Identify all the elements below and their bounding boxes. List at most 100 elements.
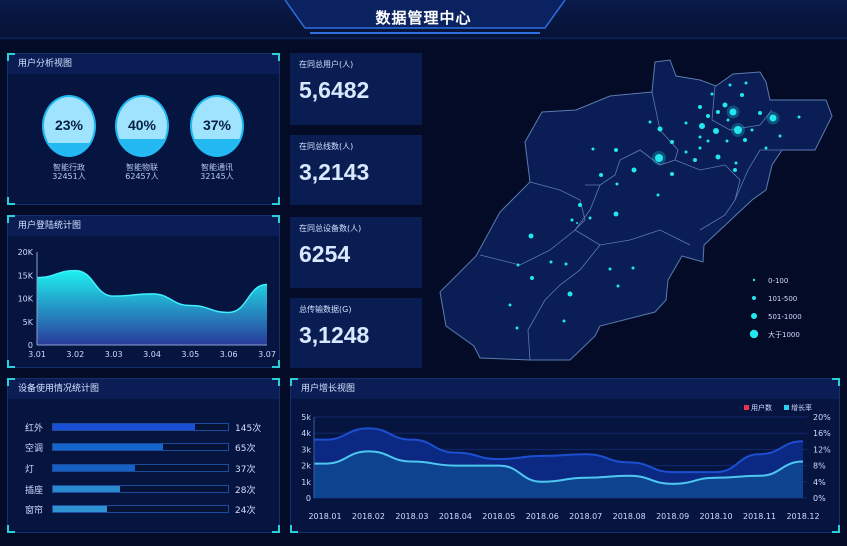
bar-track xyxy=(52,423,229,431)
region-border xyxy=(674,159,741,231)
map-marker xyxy=(530,276,534,280)
region-border xyxy=(527,244,601,361)
map-marker xyxy=(750,128,754,132)
percent-gauge: 23% xyxy=(42,95,96,157)
legend-label: 501-1000 xyxy=(768,313,802,321)
bar-fill xyxy=(53,506,108,512)
stat-card-users: 在同总用户(人) 5,6482 xyxy=(290,53,422,125)
gauge-percent: 23% xyxy=(54,117,84,133)
y-tick-label: 5K xyxy=(23,318,34,327)
map-marker xyxy=(684,121,688,125)
login-chart: 0 5K 10K 15K 20K 3.01 3.02 3.03 3.04 3.05 3.06 3.07 xyxy=(18,248,276,359)
bar-label: 插座 xyxy=(25,486,44,496)
map-marker xyxy=(797,115,801,119)
map-marker xyxy=(734,161,738,165)
map-marker xyxy=(516,263,520,267)
map-marker xyxy=(591,147,595,151)
x-tick-label: 3.02 xyxy=(66,350,84,359)
stat-label: 在同总设备数(人) xyxy=(299,224,362,233)
region-map[interactable]: 0-100 101-500 501-1000 大于1000 xyxy=(0,0,847,375)
region-border xyxy=(734,149,782,201)
map-marker xyxy=(631,167,637,173)
bar-track xyxy=(52,485,229,493)
panel-title: 设备使用情况统计图 xyxy=(8,379,279,399)
map-marker xyxy=(716,110,720,114)
bar-fill xyxy=(53,424,195,430)
x-tick-label: 3.04 xyxy=(143,350,161,359)
x-tick-label: 3.03 xyxy=(105,350,123,359)
percent-gauge: 37% xyxy=(190,95,244,157)
stat-label: 总传输数据(G) xyxy=(299,305,352,314)
map-marker xyxy=(726,118,730,122)
map-marker xyxy=(562,319,566,323)
bar-value: 145次 xyxy=(235,424,262,434)
bar-track xyxy=(52,505,229,513)
bar-value: 37次 xyxy=(235,465,256,475)
map-marker xyxy=(713,128,719,134)
map-marker xyxy=(758,111,762,115)
map-marker xyxy=(725,139,729,143)
user-growth-panel: 用户增长视图 xyxy=(290,378,840,533)
map-marker xyxy=(706,139,710,143)
region-border xyxy=(711,85,773,131)
region-border xyxy=(574,229,691,246)
gauge-caption: 智能物联 62457人 xyxy=(102,163,182,181)
map-marker xyxy=(706,114,710,118)
login-area xyxy=(37,270,267,345)
bar-label: 窗帘 xyxy=(25,506,44,516)
map-marker xyxy=(698,105,702,109)
legend-label: 0-100 xyxy=(768,277,788,285)
y-tick-label: 20K xyxy=(18,248,34,257)
header: 数据管理中心 xyxy=(0,0,847,40)
map-marker xyxy=(744,81,748,85)
gauge-percent: 40% xyxy=(127,117,157,133)
map-marker xyxy=(549,260,553,264)
stat-label: 在同总用户(人) xyxy=(299,60,354,69)
map-marker xyxy=(615,182,619,186)
map-marker xyxy=(722,102,728,108)
stat-label: 在同总线数(人) xyxy=(299,142,354,151)
gauge-caption: 智能行政 32451人 xyxy=(29,163,109,181)
map-marker xyxy=(729,108,737,116)
bar-value: 24次 xyxy=(235,506,256,516)
region-border xyxy=(585,91,679,186)
login-line xyxy=(36,269,268,314)
y-tick-label: 0 xyxy=(28,341,33,350)
stat-card-lines: 在同总线数(人) 3,2143 xyxy=(290,135,422,205)
map-marker xyxy=(656,193,660,197)
legend-marker xyxy=(749,329,759,339)
bar-fill xyxy=(53,486,120,492)
map-marker xyxy=(699,123,705,129)
gauge-name: 智能物联 xyxy=(126,163,158,172)
panel-title: 用户登陆统计图 xyxy=(8,216,279,236)
map-marker xyxy=(564,262,568,266)
stat-value: 5,6482 xyxy=(299,77,370,103)
legend-marker xyxy=(752,296,756,300)
map-marker xyxy=(743,138,747,142)
map-marker xyxy=(733,168,737,172)
map-marker xyxy=(734,126,742,134)
map-marker xyxy=(648,120,652,124)
map-marker xyxy=(599,173,603,177)
map-marker xyxy=(764,146,768,150)
bar-track xyxy=(52,464,229,472)
bar-track xyxy=(52,443,229,451)
gauge-caption: 智能通讯 32145人 xyxy=(177,163,257,181)
stat-value: 3,1248 xyxy=(299,322,370,348)
stat-card-devices: 在同总设备数(人) 6254 xyxy=(290,217,422,288)
panel-title: 用户分析视图 xyxy=(8,54,279,74)
legend-label: 101-500 xyxy=(768,295,797,303)
map-marker xyxy=(670,172,674,176)
gauge-percent: 37% xyxy=(202,117,232,133)
map-marker xyxy=(616,284,620,288)
bar-label: 灯 xyxy=(25,465,35,475)
legend-marker xyxy=(751,313,757,319)
map-marker xyxy=(576,222,578,224)
map-marker xyxy=(710,92,714,96)
legend-marker xyxy=(752,278,756,282)
map-marker xyxy=(528,233,534,239)
map-marker xyxy=(684,150,688,154)
legend-label: 大于1000 xyxy=(768,330,800,339)
gauge-name: 智能行政 xyxy=(53,163,85,172)
x-tick-label: 3.06 xyxy=(220,350,238,359)
